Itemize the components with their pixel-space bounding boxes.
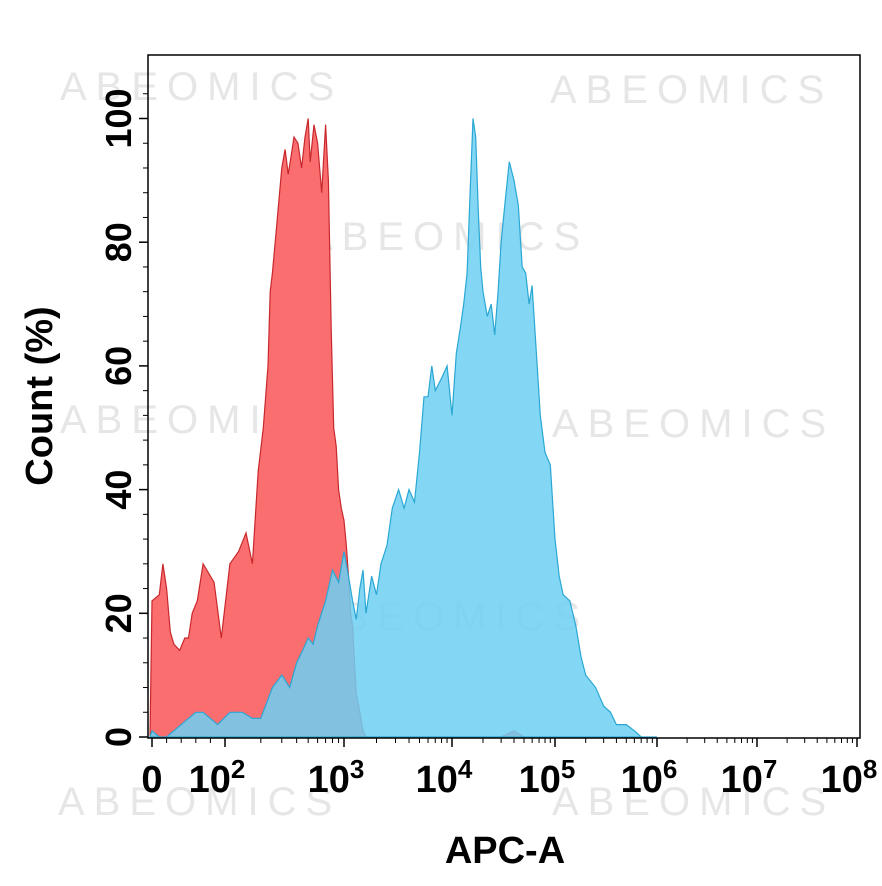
watermark-text: ABEOMICS bbox=[550, 68, 833, 112]
y-tick-label: 60 bbox=[98, 346, 139, 386]
x-tick-label: 108 bbox=[821, 754, 878, 801]
series-layer bbox=[149, 118, 657, 738]
watermark-text: ABEOMICS bbox=[60, 65, 343, 109]
y-tick-label: 40 bbox=[98, 470, 139, 510]
x-tick-label: 103 bbox=[308, 754, 365, 801]
watermark-text: ABEOMICS bbox=[552, 402, 835, 446]
x-tick-label: 0 bbox=[141, 759, 162, 801]
plot-frame bbox=[147, 54, 861, 739]
y-axis-label: Count (%) bbox=[19, 306, 61, 485]
y-tick-label: 100 bbox=[98, 88, 139, 148]
watermark-text: ABEOMICS bbox=[306, 215, 589, 259]
y-tick-label: 0 bbox=[98, 727, 139, 747]
series-sample-area bbox=[149, 118, 657, 738]
y-tick-label: 80 bbox=[98, 222, 139, 262]
watermark-text: ABEOMICS bbox=[58, 780, 341, 824]
x-tick-label: 104 bbox=[416, 754, 473, 801]
y-tick-label: 20 bbox=[98, 593, 139, 633]
watermark-text: ABEOMICS bbox=[552, 780, 835, 824]
x-axis-label: APC-A bbox=[445, 830, 565, 872]
